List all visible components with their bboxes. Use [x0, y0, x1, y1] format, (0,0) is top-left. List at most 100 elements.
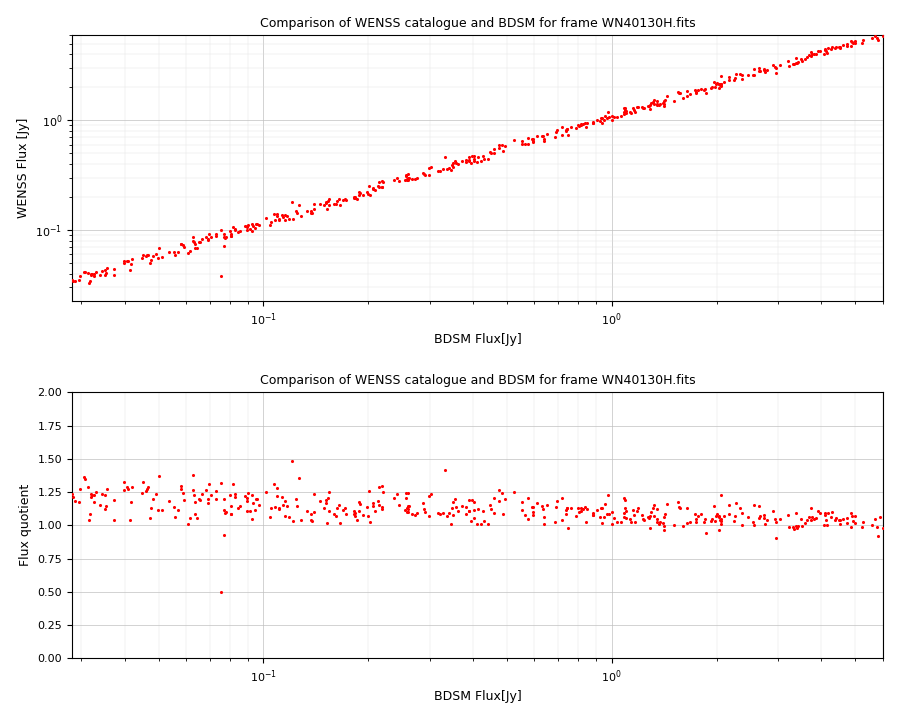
Point	[847, 517, 861, 528]
Point	[94, 265, 109, 276]
Point	[772, 513, 787, 524]
Point	[390, 489, 404, 500]
Point	[848, 35, 862, 47]
Point	[66, 491, 80, 503]
Point	[400, 500, 415, 512]
Point	[209, 493, 223, 505]
Point	[564, 502, 579, 513]
Point	[436, 163, 450, 175]
Point	[84, 269, 98, 281]
Point	[554, 492, 569, 503]
Point	[263, 511, 277, 523]
Point	[618, 505, 633, 516]
Point	[657, 524, 671, 536]
Point	[238, 220, 253, 232]
Point	[214, 225, 229, 236]
Point	[107, 514, 122, 526]
Point	[239, 492, 254, 504]
Point	[188, 238, 202, 249]
Point	[168, 511, 183, 523]
Point	[166, 246, 181, 258]
Point	[459, 155, 473, 166]
Point	[593, 511, 608, 523]
Point	[359, 502, 374, 513]
Point	[699, 527, 714, 539]
Point	[464, 516, 478, 527]
Point	[816, 48, 831, 59]
Point	[794, 513, 808, 525]
Point	[644, 522, 658, 534]
Point	[366, 498, 381, 509]
Point	[579, 502, 593, 513]
Point	[819, 45, 833, 57]
Point	[756, 513, 770, 524]
Point	[623, 107, 637, 118]
Point	[693, 83, 707, 94]
Point	[840, 518, 854, 529]
Point	[89, 486, 104, 498]
Point	[307, 198, 321, 210]
Point	[829, 512, 843, 523]
Y-axis label: WENSS Flux [Jy]: WENSS Flux [Jy]	[17, 118, 30, 218]
Point	[348, 510, 363, 521]
Point	[361, 510, 375, 521]
Point	[400, 502, 414, 513]
Point	[698, 84, 712, 95]
Point	[449, 158, 464, 169]
Point	[597, 114, 611, 126]
Point	[366, 182, 381, 194]
Point	[847, 37, 861, 49]
Point	[170, 246, 184, 258]
Point	[747, 63, 761, 75]
Point	[151, 252, 166, 264]
Point	[230, 502, 245, 513]
Point	[466, 504, 481, 516]
Point	[84, 492, 98, 503]
Point	[590, 504, 605, 516]
Point	[401, 168, 416, 180]
Point	[284, 456, 299, 467]
Point	[872, 511, 886, 523]
Point	[845, 510, 859, 522]
Point	[799, 52, 814, 63]
Point	[688, 508, 702, 520]
Point	[473, 518, 488, 530]
Point	[466, 153, 481, 164]
Point	[708, 516, 723, 527]
Point	[570, 510, 584, 522]
Point	[876, 30, 890, 42]
Point	[712, 510, 726, 522]
Point	[422, 169, 436, 181]
Point	[560, 123, 574, 135]
Point	[483, 148, 498, 159]
Point	[802, 50, 816, 61]
Point	[85, 269, 99, 280]
Point	[224, 230, 238, 242]
X-axis label: BDSM Flux[Jy]: BDSM Flux[Jy]	[434, 333, 521, 346]
Point	[188, 509, 202, 521]
Point	[650, 503, 664, 515]
Point	[616, 107, 631, 118]
Point	[607, 112, 621, 123]
Point	[672, 87, 687, 99]
Point	[536, 503, 551, 515]
Point	[595, 112, 609, 123]
Point	[757, 63, 771, 75]
Point	[149, 248, 164, 259]
Point	[733, 68, 747, 80]
Point	[712, 511, 726, 523]
Point	[787, 523, 801, 535]
Point	[729, 68, 743, 80]
Point	[526, 506, 540, 518]
Point	[98, 267, 112, 279]
Point	[264, 503, 278, 514]
Point	[554, 122, 569, 133]
Point	[346, 191, 361, 202]
Point	[832, 515, 847, 526]
Point	[821, 508, 835, 519]
Point	[704, 82, 718, 94]
Point	[652, 518, 666, 530]
Point	[216, 240, 230, 252]
Point	[449, 501, 464, 513]
Point	[821, 42, 835, 54]
